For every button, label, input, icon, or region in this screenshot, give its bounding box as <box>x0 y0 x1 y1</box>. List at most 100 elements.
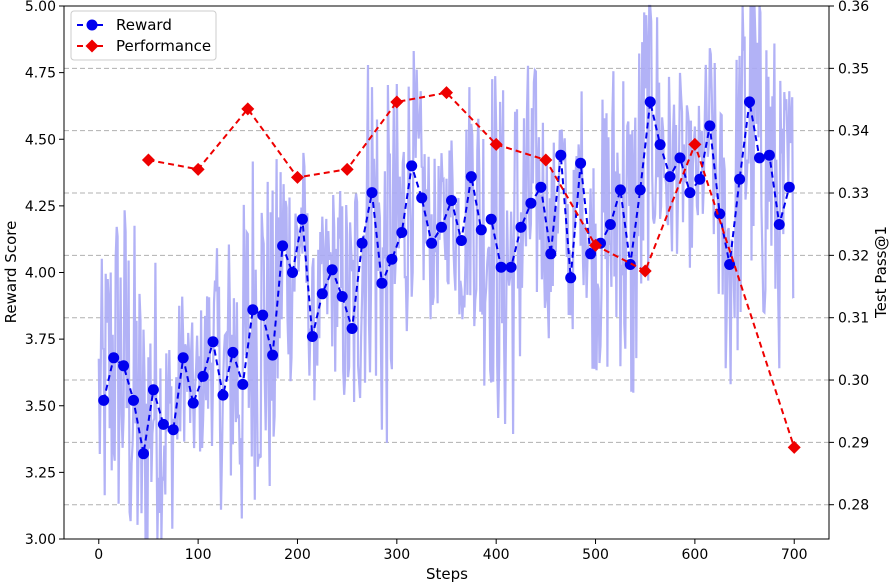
x-tick-label: 500 <box>582 547 609 563</box>
y2-tick-label: 0.34 <box>838 124 869 140</box>
y-tick-label: 3.25 <box>25 465 56 481</box>
reward-point <box>207 336 219 348</box>
reward-point <box>674 152 686 164</box>
y2-tick-label: 0.33 <box>838 186 869 202</box>
y2-axis-label: Test Pass@1 <box>872 226 890 319</box>
performance-point <box>241 102 255 116</box>
performance-series-layer <box>141 86 801 454</box>
y-tick-label: 4.50 <box>25 132 56 148</box>
y-tick-label: 3.00 <box>25 532 56 548</box>
performance-point <box>638 264 652 278</box>
legend: Reward Performance <box>70 10 217 61</box>
reward-point <box>267 349 279 361</box>
reward-point <box>237 378 249 390</box>
reward-point <box>783 181 795 193</box>
y-tick-label: 4.25 <box>25 199 56 215</box>
reward-point <box>436 221 447 233</box>
reward-point <box>575 157 587 169</box>
performance-point <box>489 137 503 151</box>
reward-point <box>744 96 755 108</box>
reward-point <box>465 171 477 183</box>
y-tick-label: 5.00 <box>25 0 56 15</box>
reward-point <box>167 424 179 436</box>
reward-line <box>102 101 791 454</box>
reward-point <box>485 213 497 225</box>
y-tick-label: 4.00 <box>25 266 56 282</box>
performance-point <box>440 86 453 100</box>
reward-point <box>754 152 765 164</box>
reward-point <box>277 240 289 252</box>
x-tick-label: 700 <box>781 547 808 563</box>
reward-point <box>773 219 785 230</box>
legend-reward-marker <box>86 19 98 31</box>
reward-point <box>614 184 626 196</box>
reward-point <box>426 237 438 249</box>
reward-point <box>247 304 259 316</box>
reward-point <box>515 221 527 233</box>
y-tick-label: 3.75 <box>25 332 56 348</box>
reward-point <box>217 389 229 401</box>
x-tick-label: 600 <box>682 547 709 563</box>
reward-point <box>98 394 110 406</box>
y2-tick-label: 0.31 <box>838 311 869 327</box>
reward-series-layer <box>98 96 795 460</box>
reward-point <box>644 96 656 108</box>
reward-point <box>416 192 428 204</box>
y-axis-label: Reward Score <box>2 221 20 324</box>
reward-point <box>495 261 507 273</box>
reward-point <box>585 248 597 260</box>
x-tick-label: 200 <box>284 547 311 563</box>
reward-point <box>177 352 189 364</box>
reward-point <box>336 291 348 302</box>
reward-point <box>227 346 239 358</box>
reward-point <box>406 160 418 172</box>
reward-point <box>287 267 298 278</box>
y2-tick-label: 0.28 <box>838 498 869 514</box>
reward-point <box>376 277 388 289</box>
reward-point <box>128 394 139 406</box>
reward-point <box>446 195 457 206</box>
reward-point <box>118 360 130 372</box>
reward-point <box>356 237 368 249</box>
y-tick-label: 4.75 <box>25 66 56 82</box>
reward-point <box>296 213 308 225</box>
x-axis-label: Steps <box>426 565 468 583</box>
reward-point <box>138 448 149 460</box>
reward-point <box>326 264 338 276</box>
reward-point <box>306 331 318 342</box>
y2-tick-label: 0.35 <box>838 61 869 77</box>
y2-tick-label: 0.29 <box>838 435 869 451</box>
reward-point <box>634 184 646 196</box>
performance-point <box>191 162 205 176</box>
y2-tick-label: 0.36 <box>838 0 869 15</box>
reward-point <box>604 219 616 230</box>
reward-point <box>147 384 159 396</box>
reward-point <box>664 171 676 183</box>
reward-point <box>565 272 577 284</box>
reward-point <box>396 227 408 238</box>
x-tick-label: 0 <box>94 547 103 563</box>
reward-point <box>257 309 269 321</box>
performance-point <box>390 95 404 109</box>
raw-reward-trace <box>97 4 795 540</box>
legend-reward-label: Reward <box>116 16 172 34</box>
legend-box <box>70 10 217 61</box>
reward-point <box>197 370 209 382</box>
reward-point <box>654 139 666 151</box>
legend-performance-label: Performance <box>116 37 211 55</box>
performance-point <box>589 238 603 252</box>
reward-point <box>525 197 537 209</box>
x-tick-label: 100 <box>185 547 212 563</box>
reward-point <box>108 352 120 364</box>
performance-point <box>141 153 155 167</box>
reward-point <box>455 235 467 246</box>
reward-point <box>555 149 567 161</box>
y2-tick-label: 0.30 <box>838 373 869 389</box>
reward-point <box>694 173 706 185</box>
reward-point <box>316 288 328 300</box>
legend-performance-marker <box>85 39 99 53</box>
reward-point <box>187 397 199 409</box>
x-tick-label: 400 <box>483 547 510 563</box>
